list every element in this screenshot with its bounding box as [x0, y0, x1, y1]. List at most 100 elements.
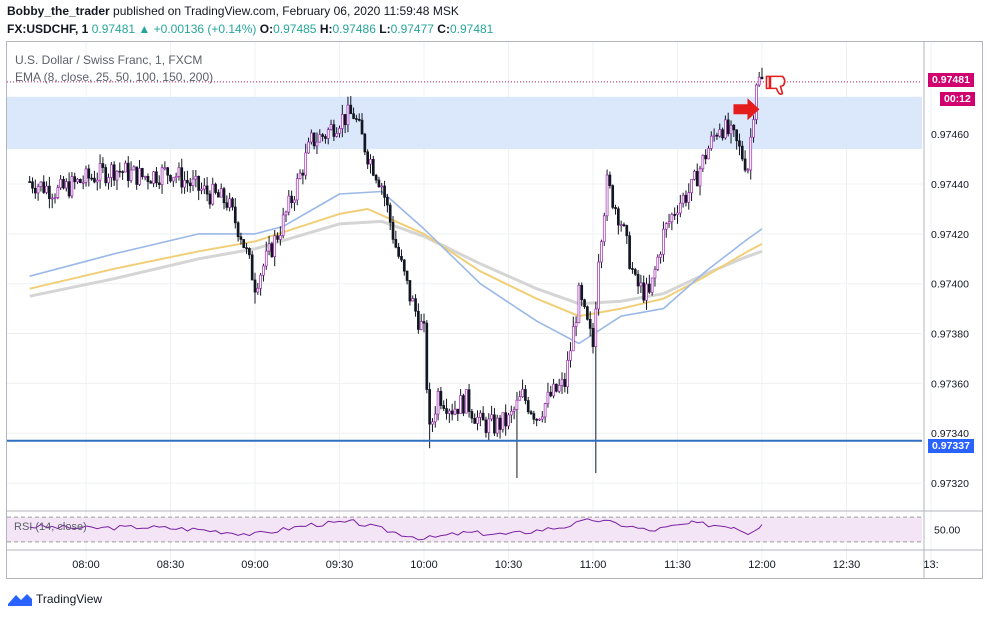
candle-body — [112, 164, 116, 181]
candle-body — [70, 176, 74, 197]
rsi-tick-label: 50.00 — [934, 525, 960, 537]
candle-body — [180, 167, 184, 188]
candle-body — [653, 269, 657, 279]
candle-body — [729, 124, 733, 135]
candle-body — [309, 132, 313, 143]
candle-body — [208, 193, 212, 205]
candle-body — [76, 179, 79, 183]
candle-body — [526, 400, 530, 413]
candle-body — [267, 243, 271, 252]
candle-body — [422, 321, 426, 324]
candle-body — [346, 104, 350, 126]
candle-body — [687, 192, 691, 203]
candle-body — [678, 202, 682, 214]
candle-body — [194, 175, 198, 180]
candle-body — [760, 76, 764, 80]
candle-body — [560, 379, 564, 386]
candle-body — [349, 104, 353, 115]
candle-body — [214, 183, 217, 193]
candle-body — [490, 414, 493, 420]
candle-body — [577, 284, 581, 324]
candle-body — [273, 235, 277, 257]
candle-body — [312, 132, 316, 147]
candle-body — [352, 113, 355, 119]
candle-body — [518, 396, 522, 401]
author-name[interactable]: Bobby_the_trader — [7, 4, 110, 18]
candle-body — [129, 169, 133, 181]
candle-body — [588, 319, 592, 329]
candle-body — [608, 174, 612, 186]
candle-body — [690, 178, 693, 194]
candle-body — [487, 418, 491, 433]
candle-body — [73, 176, 77, 183]
candle-body — [549, 391, 553, 397]
candle-body — [594, 308, 598, 348]
candle-body — [414, 298, 417, 312]
candle-body — [155, 171, 158, 184]
candle-body — [448, 410, 451, 414]
candle-body — [225, 202, 229, 208]
candle-body — [200, 188, 203, 191]
time-tick-label: 12:00 — [748, 559, 776, 571]
candle-body — [512, 409, 516, 412]
candle-body — [712, 134, 716, 137]
candle-body — [121, 171, 124, 173]
candle-body — [124, 162, 127, 173]
candle-body — [211, 183, 215, 205]
candle-body — [408, 280, 412, 302]
candle-body — [757, 76, 761, 86]
candle-body — [374, 174, 378, 181]
candle-body — [442, 405, 446, 409]
candle-body — [642, 282, 646, 301]
candle-body — [425, 322, 429, 390]
candle-body — [586, 306, 589, 320]
candle-body — [191, 178, 195, 187]
candle-body — [388, 204, 392, 223]
ema-fast-line — [29, 190, 763, 345]
candle-body — [104, 167, 108, 184]
candle-body — [467, 389, 471, 412]
legend-symbol: U.S. Dollar / Swiss Franc, 1, FXCM — [15, 53, 203, 67]
price-tick-label: 0.97440 — [931, 179, 969, 191]
candle-body — [222, 188, 226, 204]
legend-rsi[interactable]: RSI (14, close) — [14, 521, 87, 533]
candle-body — [318, 134, 322, 143]
candle-body — [684, 194, 688, 203]
candle-body — [662, 228, 665, 255]
candle-body — [478, 412, 482, 418]
candle-body — [571, 326, 575, 352]
candle-body — [631, 268, 634, 270]
price-tick-label: 0.97380 — [931, 329, 969, 341]
candle-body — [473, 418, 477, 424]
candle-body — [59, 179, 62, 189]
candle-body — [295, 178, 299, 201]
candle-body — [157, 182, 161, 185]
time-tick-label: 13: — [923, 559, 938, 571]
candle-body — [183, 179, 186, 188]
footer-brand[interactable]: TradingView — [8, 592, 102, 606]
candle-body — [743, 158, 747, 171]
candle-body — [664, 223, 668, 230]
candle-body — [115, 170, 119, 181]
time-tick-label: 10:30 — [495, 559, 523, 571]
candle-body — [695, 171, 699, 187]
candle-body — [552, 383, 555, 397]
ohlc-bar: FX:USDCHF, 1 0.97481 ▲ +0.00136 (+0.14%)… — [7, 22, 493, 36]
candle-body — [509, 410, 513, 416]
candle-body — [270, 243, 274, 257]
candle-body — [98, 163, 102, 181]
symbol-label: FX:USDCHF, 1 — [7, 22, 89, 36]
candle-body — [453, 408, 457, 415]
candle-body — [335, 133, 339, 137]
candle-body — [242, 239, 246, 248]
candle-body — [259, 274, 262, 289]
candle-body — [704, 155, 708, 160]
candle-body — [611, 185, 615, 208]
candle-body — [405, 270, 409, 281]
change-value: +0.00136 (+0.14%) — [153, 22, 257, 36]
time-tick-label: 08:00 — [72, 559, 100, 571]
candle-body — [419, 321, 423, 330]
legend-ema[interactable]: EMA (8, close, 25, 50, 100, 150, 200) — [15, 70, 214, 84]
candle-body — [87, 168, 91, 179]
